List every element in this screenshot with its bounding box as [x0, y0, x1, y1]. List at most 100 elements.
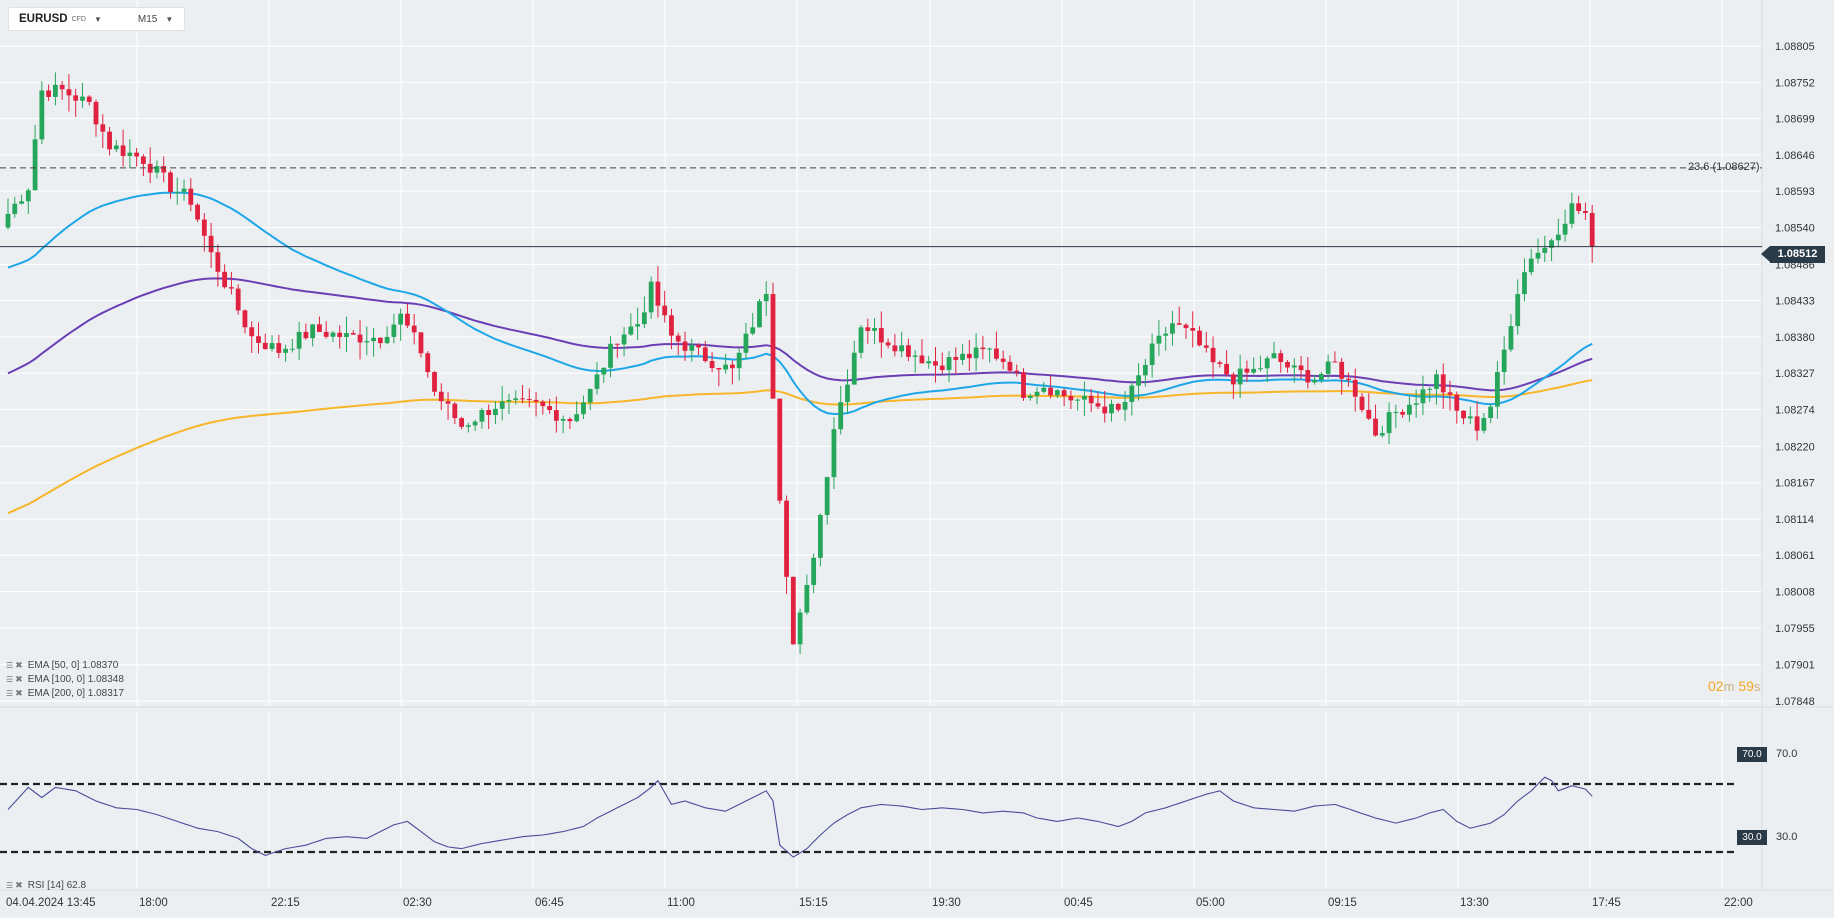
- candle-body: [1021, 372, 1026, 398]
- candle-body: [912, 355, 918, 357]
- price-tick-label: 1.08114: [1775, 514, 1814, 526]
- candle-body: [418, 332, 424, 354]
- symbol-name[interactable]: EURUSD: [19, 13, 68, 25]
- candle-body: [1522, 272, 1527, 295]
- candle-body: [980, 347, 986, 350]
- candle-body: [330, 332, 336, 337]
- close-icon[interactable]: ✖: [15, 688, 23, 698]
- candle-body: [438, 391, 444, 402]
- candle-body: [127, 152, 133, 156]
- candle-body: [1258, 368, 1263, 370]
- ema50-legend: ☰ ✖ EMA [50, 0] 1.08370: [6, 660, 118, 671]
- close-icon[interactable]: ✖: [15, 880, 23, 890]
- candle-body: [317, 324, 322, 332]
- price-tick-label: 1.07901: [1775, 660, 1815, 672]
- settings-icon[interactable]: ☰: [6, 661, 14, 670]
- candle-body: [208, 235, 214, 253]
- price-tick-label: 1.08646: [1775, 150, 1815, 162]
- candle-body: [59, 84, 65, 90]
- candle-body: [574, 414, 580, 422]
- candle-body: [1535, 252, 1541, 259]
- candle-body: [1400, 412, 1406, 415]
- candle-body: [1102, 406, 1108, 414]
- rsi-legend-text: RSI [14] 62.8: [27, 880, 87, 891]
- candle-body: [743, 333, 749, 353]
- chevron-down-icon[interactable]: ▼: [165, 14, 174, 24]
- price-tick-label: 1.08752: [1775, 77, 1815, 89]
- timeframe-selector[interactable]: M15: [137, 13, 158, 25]
- price-axis[interactable]: 1.08805 1.08752 1.08699 1.08646 1.08593 1.085…: [1775, 41, 1815, 708]
- candle-body: [276, 343, 282, 353]
- candle-body: [716, 368, 722, 370]
- candle-body: [885, 342, 891, 346]
- settings-icon[interactable]: ☰: [6, 675, 14, 684]
- time-tick-label: 15:15: [799, 897, 828, 909]
- candle-body: [1075, 399, 1081, 401]
- candle-body: [425, 353, 431, 373]
- candle-body: [235, 288, 241, 311]
- candle-body: [682, 341, 688, 351]
- candle-body: [479, 409, 485, 422]
- candle-body: [459, 418, 464, 427]
- candle-body: [1325, 361, 1331, 374]
- rsi-panel: [0, 776, 1736, 858]
- rsi-upper-tag: 70.0: [1737, 747, 1767, 762]
- price-tick-label: 1.08805: [1775, 41, 1815, 53]
- candle-body: [445, 401, 451, 404]
- price-tick-label: 1.08167: [1775, 478, 1815, 490]
- candle-body: [804, 584, 810, 613]
- candle-body: [1528, 258, 1534, 273]
- candle-body: [1203, 345, 1209, 348]
- candle-body: [174, 191, 180, 193]
- timer-minutes-unit: m: [1723, 679, 1735, 694]
- close-icon[interactable]: ✖: [15, 660, 23, 670]
- candle-body: [1312, 379, 1318, 383]
- candle-body: [892, 345, 898, 352]
- candle-body: [1190, 328, 1196, 331]
- candle-body: [141, 156, 146, 164]
- time-axis[interactable]: 04.04.2024 13:45 18:00 22:15 02:30 06:45 11:0…: [6, 897, 1753, 909]
- chevron-down-icon[interactable]: ▼: [93, 14, 102, 24]
- candle-body: [818, 514, 823, 558]
- candle-body: [723, 364, 729, 370]
- candle-body: [567, 418, 573, 422]
- candle-body: [1271, 353, 1277, 359]
- candle-body: [696, 344, 701, 348]
- rsi-upper-label: 70.0: [1776, 748, 1798, 760]
- candle-body: [1454, 394, 1460, 411]
- candle-body: [344, 333, 349, 338]
- price-tick-label: 1.07955: [1775, 623, 1815, 635]
- price-tick-label: 1.08008: [1775, 587, 1815, 599]
- candle-body: [1346, 378, 1351, 380]
- settings-icon[interactable]: ☰: [6, 689, 14, 698]
- candle-body: [1474, 416, 1480, 431]
- candle-body: [1156, 335, 1162, 344]
- candle-body: [1352, 379, 1358, 397]
- ema200-path: [7, 379, 1593, 515]
- settings-icon[interactable]: ☰: [6, 881, 14, 890]
- candle-body: [377, 337, 383, 344]
- candle-body: [19, 201, 24, 204]
- candle-body: [1170, 323, 1175, 334]
- candle-body: [1589, 212, 1595, 247]
- candle-body: [641, 312, 647, 325]
- candle-body: [80, 96, 85, 101]
- candle-body: [242, 310, 248, 328]
- candle-body: [1305, 370, 1311, 383]
- candle-body: [201, 219, 207, 236]
- candle-body: [1420, 389, 1426, 404]
- candle-body: [1467, 416, 1473, 419]
- candle-body: [1495, 372, 1500, 407]
- candle-body: [939, 365, 945, 371]
- symbol-type: CFD: [71, 15, 86, 23]
- close-icon[interactable]: ✖: [15, 674, 23, 684]
- candle-body: [750, 327, 756, 334]
- candle-body: [581, 402, 586, 415]
- candle-body: [513, 398, 519, 400]
- candle-body: [1379, 433, 1385, 436]
- time-tick-label: 13:30: [1460, 897, 1489, 909]
- candle-body: [587, 388, 593, 403]
- symbol-selector[interactable]: EURUSD CFD ▼ M15 ▼: [8, 7, 185, 31]
- ema200-line: [7, 379, 1593, 515]
